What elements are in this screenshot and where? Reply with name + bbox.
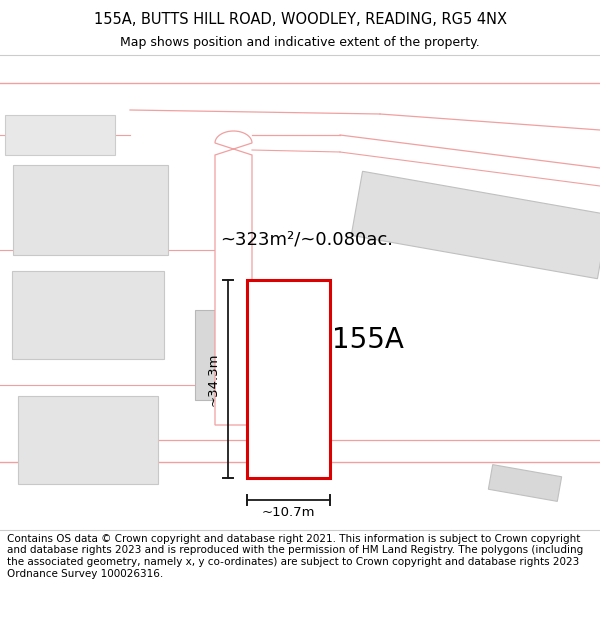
Polygon shape: [488, 464, 562, 501]
Text: ~34.3m: ~34.3m: [207, 352, 220, 406]
Polygon shape: [351, 171, 600, 279]
Polygon shape: [18, 396, 158, 484]
Text: 155A, BUTTS HILL ROAD, WOODLEY, READING, RG5 4NX: 155A, BUTTS HILL ROAD, WOODLEY, READING,…: [94, 12, 506, 27]
Polygon shape: [253, 336, 311, 411]
Text: Map shows position and indicative extent of the property.: Map shows position and indicative extent…: [120, 36, 480, 49]
Polygon shape: [215, 131, 252, 425]
Text: ~323m²/~0.080ac.: ~323m²/~0.080ac.: [220, 231, 393, 249]
Text: 155A: 155A: [332, 326, 404, 354]
Polygon shape: [12, 271, 164, 359]
Polygon shape: [5, 115, 115, 155]
Text: ~10.7m: ~10.7m: [262, 506, 315, 519]
Polygon shape: [13, 165, 167, 255]
Text: Contains OS data © Crown copyright and database right 2021. This information is : Contains OS data © Crown copyright and d…: [7, 534, 583, 579]
Polygon shape: [195, 310, 225, 400]
Bar: [247, 280, 330, 478]
